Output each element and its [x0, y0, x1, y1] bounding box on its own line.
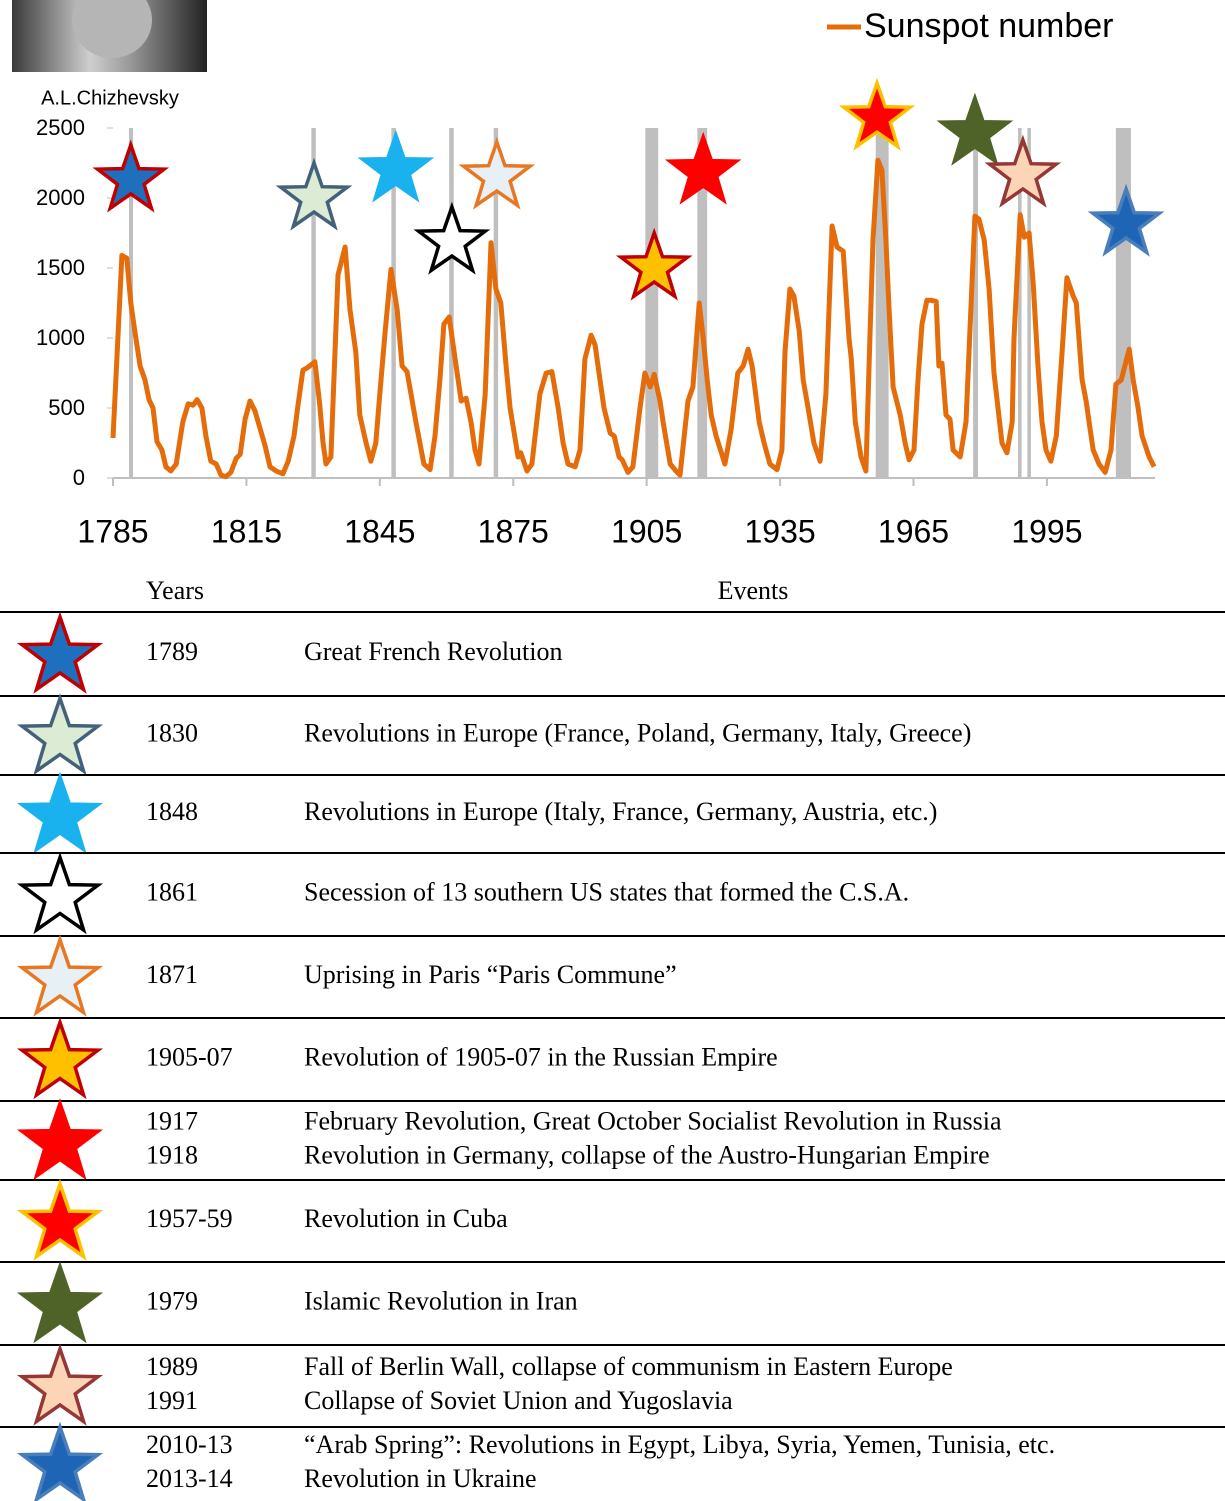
y-tick-label: 2500: [36, 115, 85, 140]
row-star: [16, 771, 104, 854]
row-year: 1979: [146, 1286, 198, 1315]
event-star: [458, 136, 536, 210]
row-event: “Arab Spring”: Revolutions in Egypt, Lib…: [304, 1430, 1055, 1459]
row-star: [16, 611, 104, 694]
row-year: 1789: [146, 637, 198, 666]
x-tick-label: 1995: [1011, 513, 1082, 549]
event-band: [697, 128, 708, 478]
table-header: Events: [718, 576, 789, 605]
event-star: [275, 157, 353, 231]
event-band: [973, 128, 978, 478]
event-star: [1087, 183, 1165, 257]
row-event: Great French Revolution: [304, 637, 563, 666]
event-band: [311, 128, 316, 478]
x-tick-label: 1845: [344, 513, 415, 549]
event-star: [838, 77, 916, 151]
table: 1789 Great French Revolution 1830 Revolutio…: [0, 611, 1225, 1501]
row-event: Uprising in Paris “Paris Commune”: [304, 960, 677, 989]
row-year: 1871: [146, 960, 198, 989]
sunspot-line: [110, 157, 1157, 480]
event-band: [449, 128, 454, 478]
event-star: [357, 129, 435, 203]
x-tick-label: 1785: [77, 513, 148, 549]
x-tick-label: 1905: [611, 513, 682, 549]
event-star: [413, 201, 491, 275]
event-band: [645, 128, 659, 478]
y-tick-label: 2000: [36, 185, 85, 210]
row-star: [16, 852, 104, 935]
event-band: [1018, 128, 1022, 478]
row-star: [16, 1343, 104, 1426]
row-year: 1905-07: [146, 1042, 233, 1071]
row-event: February Revolution, Great October Socia…: [304, 1106, 1002, 1135]
row-event: Secession of 13 southern US states that …: [304, 877, 909, 906]
event-star: [92, 139, 170, 213]
photo-caption: A.L.Chizhevsky: [41, 87, 179, 109]
row-star: [16, 934, 104, 1017]
event-band: [1027, 128, 1031, 478]
y-tick-label: 0: [73, 465, 85, 490]
event-star: [664, 131, 742, 205]
row-year: 1989: [146, 1352, 198, 1381]
row-event: Islamic Revolution in Iran: [304, 1286, 578, 1315]
x-tick-label: 1815: [211, 513, 282, 549]
row-star: [16, 1098, 104, 1181]
row-star: [16, 1017, 104, 1100]
event-star: [936, 92, 1014, 166]
row-star: [16, 1178, 104, 1261]
row-event: Revolution of 1905-07 in the Russian Emp…: [304, 1042, 778, 1071]
event-band: [1115, 128, 1131, 478]
portrait-face: [72, 0, 152, 58]
plot: 0 500 1000 1500 2000 2500 1785 1815 1845 1875 1905…: [36, 77, 1165, 549]
row-year: 1861: [146, 877, 198, 906]
row-star: [16, 1421, 104, 1501]
row-star: [16, 693, 104, 776]
row-event: Revolution in Ukraine: [304, 1464, 537, 1493]
row-year: 1848: [146, 797, 198, 826]
row-year: 1918: [146, 1140, 198, 1169]
y-tick-label: 1000: [36, 325, 85, 350]
row-year: 1917: [146, 1106, 198, 1135]
row-event: Revolution in Germany, collapse of the A…: [304, 1140, 990, 1169]
row-event: Revolution in Cuba: [304, 1204, 508, 1233]
x-tick-label: 1965: [878, 513, 949, 549]
y-tick-label: 1500: [36, 255, 85, 280]
row-year: 1830: [146, 718, 198, 747]
row-year: 1957-59: [146, 1204, 233, 1233]
event-star: [615, 227, 693, 301]
row-year: 2010-13: [146, 1430, 233, 1459]
event-star: [984, 134, 1062, 208]
row-event: Revolutions in Europe (France, Poland, G…: [304, 718, 971, 747]
event-band: [493, 128, 499, 478]
row-year: 1991: [146, 1386, 198, 1415]
legend-label: Sunspot number: [864, 7, 1114, 45]
row-year: 2013-14: [146, 1464, 233, 1493]
table-header: Years: [146, 576, 204, 605]
x-tick-label: 1875: [478, 513, 549, 549]
x-tick-label: 1935: [744, 513, 815, 549]
row-event: Collapse of Soviet Union and Yugoslavia: [304, 1386, 733, 1415]
row-event: Fall of Berlin Wall, collapse of communi…: [304, 1352, 953, 1381]
row-event: Revolutions in Europe (Italy, France, Ge…: [304, 797, 937, 826]
y-tick-label: 500: [48, 395, 85, 420]
row-star: [16, 1261, 104, 1344]
